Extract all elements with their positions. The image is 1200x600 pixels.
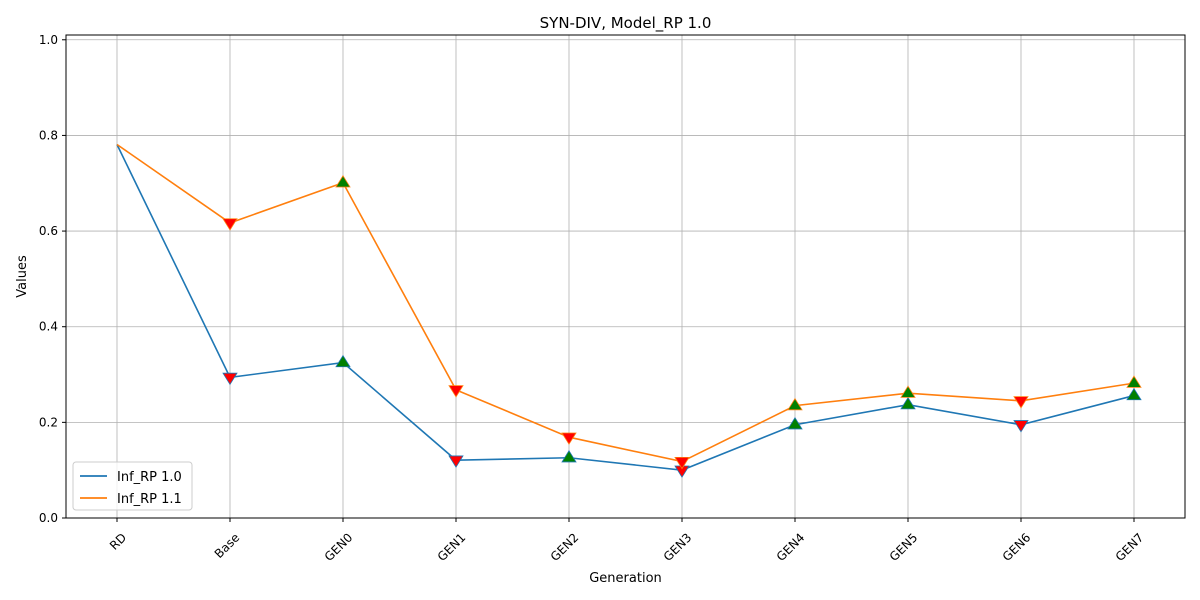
up-marker	[335, 354, 351, 368]
series-line	[116, 144, 1135, 471]
down-marker	[1013, 396, 1029, 409]
legend: Inf_RP 1.0 Inf_RP 1.1	[72, 461, 193, 511]
up-marker	[335, 175, 351, 188]
y-tick-label: 0.4	[39, 320, 58, 334]
y-axis-ticks: 0.0 0.2 0.4 0.6 0.8 1.0	[39, 33, 66, 525]
up-marker	[1126, 387, 1142, 401]
up-marker	[1126, 375, 1142, 388]
up-marker	[561, 449, 577, 463]
series-markers	[222, 175, 1142, 478]
up-marker	[900, 396, 916, 410]
x-axis-title: Generation	[589, 571, 662, 586]
y-tick-label: 0.6	[39, 224, 58, 238]
legend-label: Inf_RP 1.1	[117, 492, 182, 507]
up-marker	[787, 416, 803, 430]
legend-label: Inf_RP 1.0	[117, 470, 182, 485]
down-marker	[1013, 420, 1029, 433]
down-marker	[448, 455, 464, 468]
series-lines	[116, 143, 1135, 471]
up-marker	[900, 385, 916, 398]
down-marker	[561, 432, 577, 445]
down-marker	[448, 385, 464, 398]
y-tick-label: 0.0	[39, 511, 58, 525]
series-line	[116, 143, 1135, 463]
down-marker	[222, 218, 238, 231]
y-tick-label: 0.8	[39, 128, 58, 142]
y-tick-label: 0.2	[39, 415, 58, 429]
y-tick-label: 1.0	[39, 33, 58, 47]
plot-frame	[65, 34, 1186, 519]
down-marker	[222, 372, 238, 386]
chart-title: SYN-DIV, Model_RP 1.0	[540, 14, 712, 33]
y-axis-title: Values	[15, 255, 30, 298]
down-marker	[674, 456, 690, 470]
up-marker	[787, 397, 803, 411]
